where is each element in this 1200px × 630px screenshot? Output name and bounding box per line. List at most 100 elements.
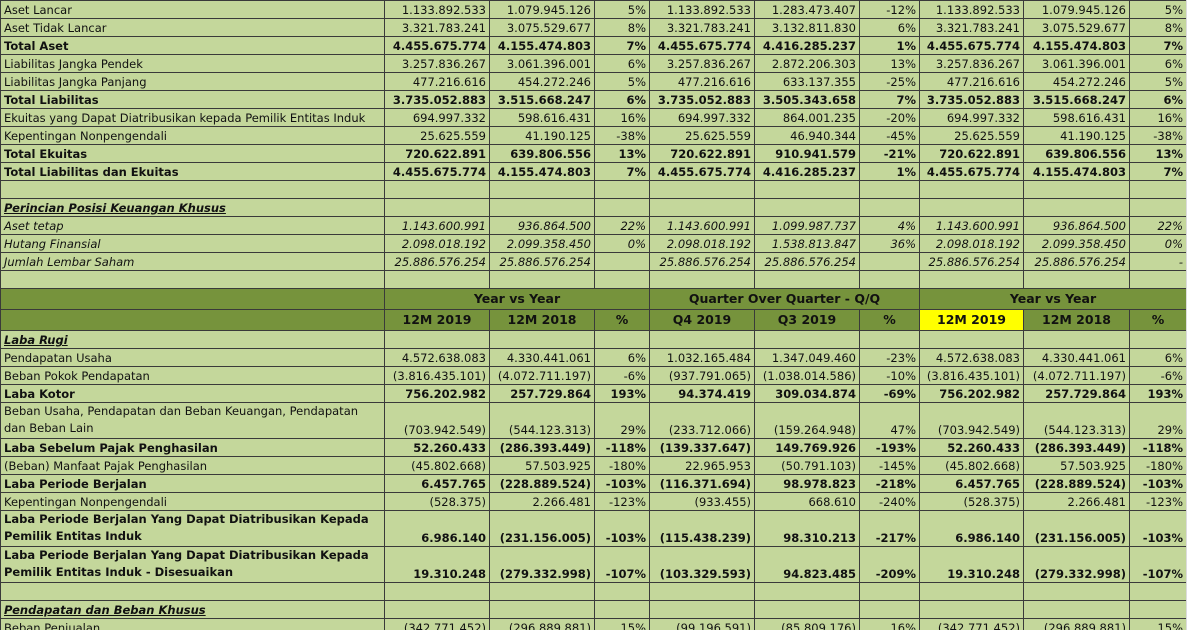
column-header-section: Year vs Year Quarter Over Quarter - Q/Q … [0, 288, 1186, 331]
value-cell: 15% [594, 618, 650, 630]
table-row: Laba Periode Berjalan Yang Dapat Diatrib… [0, 510, 1186, 547]
table-row: Beban Usaha, Pendapatan dan Beban Keuang… [0, 402, 1186, 439]
value-cell: 16% [859, 618, 920, 630]
value-cell: 22.965.953 [649, 456, 755, 475]
value-cell: (233.712.066) [649, 402, 755, 439]
row-label: Laba Sebelum Pajak Penghasilan [0, 438, 385, 457]
value-cell: 4% [859, 216, 920, 235]
value-cell: 193% [1129, 384, 1186, 403]
value-cell [859, 270, 920, 289]
value-cell: 0% [594, 234, 650, 253]
col-header-highlighted[interactable]: 12M 2019 [919, 309, 1024, 331]
value-cell: (544.123.313) [489, 402, 595, 439]
row-label: Kepentingan Nonpengendali [0, 126, 385, 145]
table-row: Aset Tidak Lancar 3.321.783.241 3.075.529.… [0, 18, 1186, 37]
value-cell: 6% [1129, 54, 1186, 73]
value-cell: (279.332.998) [1023, 546, 1130, 583]
header-blank-cell [0, 309, 385, 331]
value-cell: 7% [1129, 36, 1186, 55]
value-cell: 7% [859, 90, 920, 109]
row-label: Laba Periode Berjalan [0, 474, 385, 493]
table-row [0, 270, 1186, 289]
row-label: Total Ekuitas [0, 144, 385, 163]
group-header-yoy: Year vs Year [384, 288, 650, 310]
value-cell: 3.075.529.677 [489, 18, 595, 37]
value-cell: 47% [859, 402, 920, 439]
value-cell: -180% [594, 456, 650, 475]
value-cell: (231.156.005) [489, 510, 595, 547]
value-cell: 94.374.419 [649, 384, 755, 403]
row-label: Perincian Posisi Keuangan Khusus [0, 198, 385, 217]
value-cell [594, 600, 650, 619]
value-cell: (45.802.668) [919, 456, 1024, 475]
value-cell: 477.216.616 [649, 72, 755, 91]
value-cell: - [1129, 252, 1186, 271]
value-cell: -103% [594, 474, 650, 493]
value-cell: 29% [594, 402, 650, 439]
value-cell: (1.038.014.586) [754, 366, 860, 385]
value-cell: 3.735.052.883 [384, 90, 490, 109]
value-cell: 3.735.052.883 [649, 90, 755, 109]
value-cell: (286.393.449) [1023, 438, 1130, 457]
group-header-row: Year vs Year Quarter Over Quarter - Q/Q … [0, 288, 1186, 310]
value-cell: 3.321.783.241 [919, 18, 1024, 37]
value-cell: -145% [859, 456, 920, 475]
value-cell: 4.572.638.083 [919, 348, 1024, 367]
income-statement-section: Laba Rugi Pendapatan Usaha 4.572.638.083 4.… [0, 330, 1186, 630]
value-cell: 19.310.248 [919, 546, 1024, 583]
table-row: Jumlah Lembar Saham 25.886.576.254 25.886.… [0, 252, 1186, 271]
value-cell: 41.190.125 [489, 126, 595, 145]
col-header: 12M 2019 [384, 309, 490, 331]
header-blank-cell [0, 288, 385, 310]
value-cell: 13% [594, 144, 650, 163]
value-cell: (159.264.948) [754, 402, 860, 439]
value-cell [1023, 270, 1130, 289]
value-cell: 4.455.675.774 [649, 36, 755, 55]
value-cell: 4.155.474.803 [489, 36, 595, 55]
table-row: Ekuitas yang Dapat Diatribusikan kepada … [0, 108, 1186, 127]
value-cell: 2.872.206.303 [754, 54, 860, 73]
value-cell [649, 600, 755, 619]
table-row: Total Aset 4.455.675.774 4.155.474.803 7% 4.… [0, 36, 1186, 55]
value-cell: -103% [594, 510, 650, 547]
value-cell: 3.515.668.247 [1023, 90, 1130, 109]
col-header: 12M 2018 [489, 309, 595, 331]
value-cell [1023, 582, 1130, 601]
value-cell: (528.375) [919, 492, 1024, 511]
col-header: Q4 2019 [649, 309, 755, 331]
value-cell: 5% [594, 0, 650, 19]
value-cell: 6% [594, 348, 650, 367]
value-cell: 4.155.474.803 [1023, 162, 1130, 181]
value-cell: 639.806.556 [1023, 144, 1130, 163]
value-cell: 756.202.982 [384, 384, 490, 403]
value-cell: 16% [1129, 108, 1186, 127]
value-cell: 22% [1129, 216, 1186, 235]
value-cell [489, 198, 595, 217]
value-cell: -20% [859, 108, 920, 127]
value-cell [1129, 600, 1186, 619]
col-header: % [859, 309, 920, 331]
value-cell: -103% [1129, 510, 1186, 547]
value-cell: 13% [1129, 144, 1186, 163]
table-row: Beban Pokok Pendapatan (3.816.435.101) (4.… [0, 366, 1186, 385]
value-cell: 3.075.529.677 [1023, 18, 1130, 37]
value-cell: 6.986.140 [919, 510, 1024, 547]
value-cell: (279.332.998) [489, 546, 595, 583]
value-cell [1129, 198, 1186, 217]
table-row: Hutang Finansial 2.098.018.192 2.099.358.4… [0, 234, 1186, 253]
value-cell: 8% [1129, 18, 1186, 37]
value-cell: -240% [859, 492, 920, 511]
scrollbar-strip[interactable] [1186, 0, 1200, 630]
value-cell [859, 600, 920, 619]
table-row: Laba Periode Berjalan 6.457.765 (228.889.5… [0, 474, 1186, 493]
value-cell: 5% [1129, 72, 1186, 91]
value-cell: 864.001.235 [754, 108, 860, 127]
value-cell: 1% [859, 36, 920, 55]
value-cell: 57.503.925 [1023, 456, 1130, 475]
value-cell: 2.266.481 [1023, 492, 1130, 511]
value-cell: 1.133.892.533 [919, 0, 1024, 19]
row-label: Beban Usaha, Pendapatan dan Beban Keuang… [0, 402, 385, 439]
value-cell: 16% [594, 108, 650, 127]
value-cell [754, 270, 860, 289]
